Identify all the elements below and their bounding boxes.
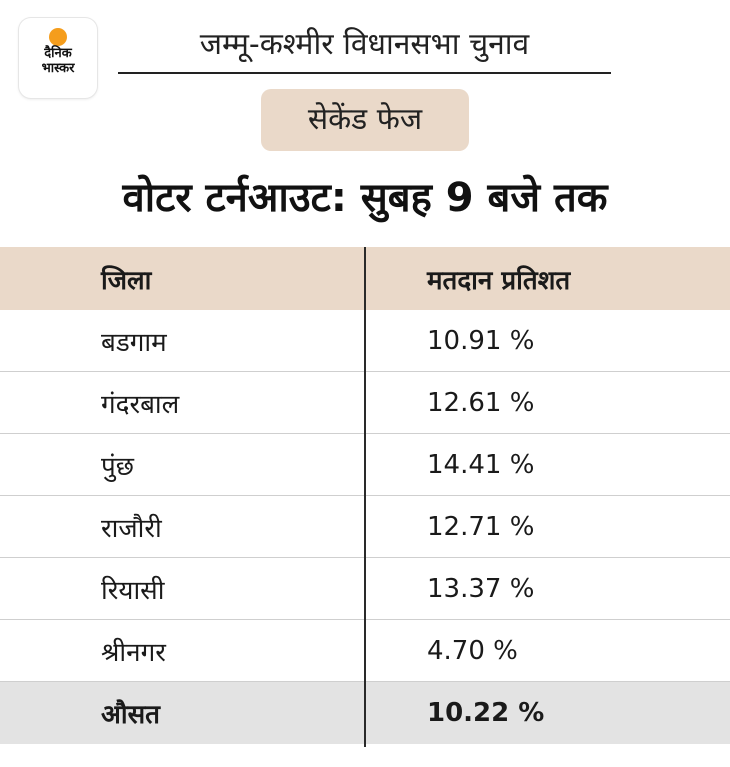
logo-line-1: दैनिक — [44, 46, 72, 61]
percent-cell: 4.70 % — [427, 635, 518, 666]
column-divider — [364, 247, 366, 747]
district-cell: रियासी — [101, 575, 165, 606]
district-cell: श्रीनगर — [101, 637, 166, 668]
percent-cell: 12.61 % — [427, 387, 535, 418]
district-cell: गंदरबाल — [101, 389, 180, 420]
district-cell: बडगाम — [101, 327, 167, 358]
district-cell: राजौरी — [101, 513, 162, 544]
phase-badge: सेकेंड फेज — [261, 89, 469, 151]
logo-line-2: भास्कर — [41, 61, 75, 76]
title-block: जम्मू-कश्मीर विधानसभा चुनाव — [118, 22, 611, 74]
district-cell: पुंछ — [101, 451, 134, 482]
column-header-percent: मतदान प्रतिशत — [427, 265, 571, 296]
dainik-bhaskar-logo: दैनिक भास्कर — [19, 18, 97, 98]
logo-text: दैनिक भास्कर — [19, 46, 97, 76]
average-label: औसत — [101, 700, 160, 730]
percent-cell: 10.91 % — [427, 325, 535, 356]
column-header-district: जिला — [101, 265, 152, 296]
page-title: जम्मू-कश्मीर विधानसभा चुनाव — [199, 27, 530, 62]
percent-cell: 14.41 % — [427, 449, 535, 480]
percent-cell: 12.71 % — [427, 511, 535, 542]
percent-cell: 13.37 % — [427, 573, 535, 604]
table-row: बडगाम 10.91 % — [0, 310, 730, 372]
sun-icon — [49, 28, 67, 46]
main-heading: वोटर टर्नआउट: सुबह 9 बजे तक — [122, 175, 608, 221]
average-percent: 10.22 % — [427, 698, 545, 728]
